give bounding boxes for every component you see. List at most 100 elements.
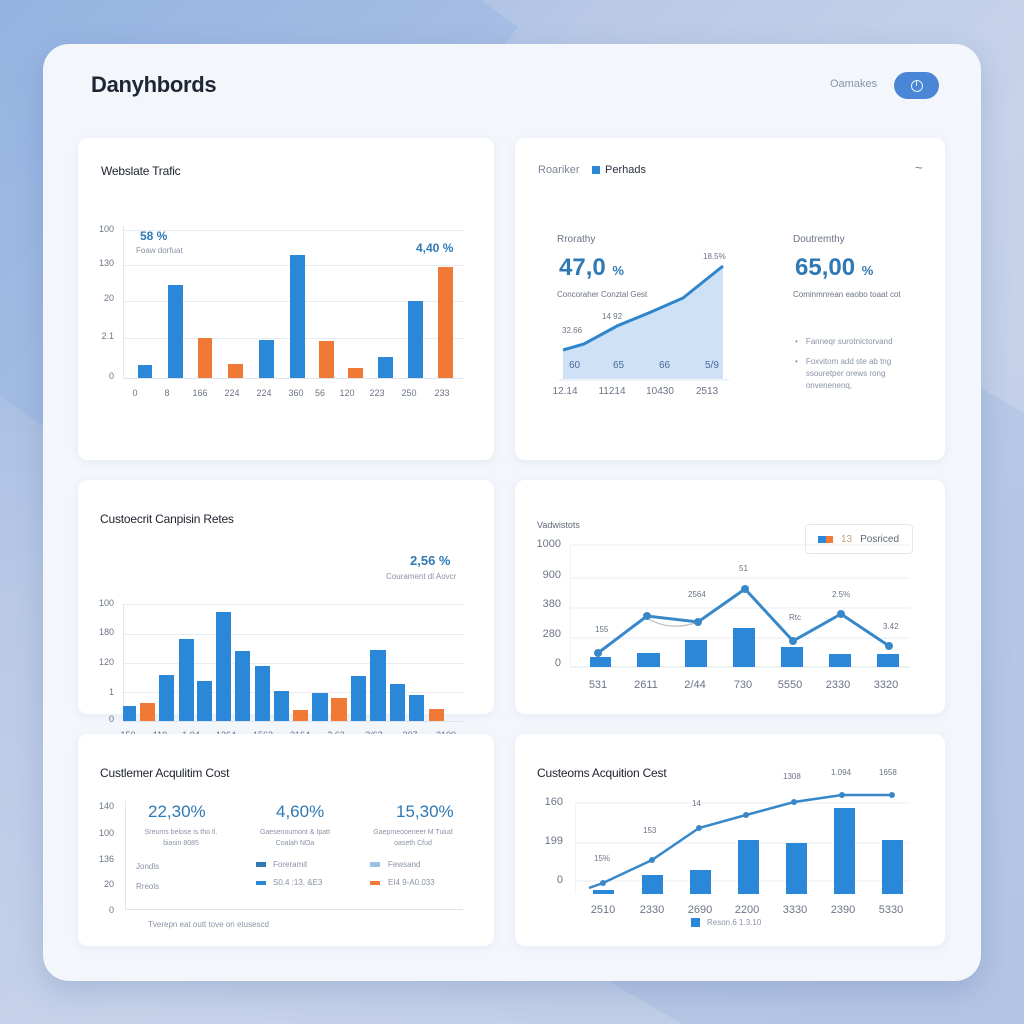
area-chart bbox=[559, 264, 729, 381]
kpi-note: Sreums belose is tho tl. biasin 8085 bbox=[144, 829, 218, 847]
x-tick: 3330 bbox=[782, 904, 808, 916]
website-traffic-card: Webslate Trafic 100 130 20 2.1 0 58 % Fo… bbox=[78, 138, 494, 460]
visits-card: Vadwistots 13 Posriced 1000 900 380 280 … bbox=[515, 480, 945, 714]
legend-label: Reson.6 1.3.10 bbox=[707, 918, 762, 927]
card-title: Webslate Trafic bbox=[101, 164, 181, 178]
y-tick: 2.1 bbox=[101, 331, 114, 341]
x-tick: 233 bbox=[434, 388, 450, 398]
legend-swatch bbox=[691, 918, 700, 927]
y-tick: 0 bbox=[108, 905, 114, 915]
point-label: 153 bbox=[643, 826, 657, 835]
y-tick: 199 bbox=[544, 835, 563, 847]
x-tick: 11214 bbox=[598, 386, 626, 397]
y-tick: 1000 bbox=[536, 538, 561, 550]
page-title: Danyhbords bbox=[91, 72, 217, 97]
row-label: Jondls bbox=[136, 862, 160, 871]
point-label: Rtc bbox=[789, 613, 801, 622]
point-label: 2564 bbox=[688, 590, 706, 599]
right-kpi-unit: % bbox=[861, 263, 874, 278]
right-caption: Doutremthy bbox=[793, 234, 845, 245]
left-note: Concoraher Conztal Gest bbox=[557, 290, 648, 299]
y-tick: 20 bbox=[103, 293, 114, 303]
y-tick: 130 bbox=[98, 258, 114, 268]
x-tick: 0 bbox=[132, 388, 138, 398]
card-title: Custeoms Acquition Cest bbox=[537, 766, 667, 780]
line-bar-chart bbox=[575, 792, 910, 894]
point-label: 32.66 bbox=[562, 326, 583, 335]
legend-swatch bbox=[256, 862, 266, 867]
left-caption: Rrorathy bbox=[557, 234, 596, 245]
y-tick: 1 bbox=[108, 687, 114, 697]
power-button[interactable] bbox=[894, 72, 939, 99]
conversion-card: Custoecrit Canpisin Retes 2,56 % Courame… bbox=[78, 480, 494, 740]
y-tick: 280 bbox=[542, 628, 561, 640]
header-link[interactable]: Oamakes bbox=[830, 78, 878, 90]
point-label: 2.5% bbox=[832, 590, 851, 599]
x-tick: 2510 bbox=[590, 904, 616, 916]
x-tick: 2330 bbox=[825, 679, 851, 691]
y-tick: 20 bbox=[103, 879, 114, 889]
dashboard-window: Danyhbords Oamakes Webslate Trafic 100 1… bbox=[43, 44, 981, 981]
x-tick: 531 bbox=[588, 679, 608, 691]
trend-icon[interactable]: ~ bbox=[915, 160, 923, 175]
bullet-item: • Fanneqr surotnictorvand bbox=[795, 337, 893, 346]
x-tick: 166 bbox=[192, 388, 208, 398]
right-kpi-value: 65,00 bbox=[795, 254, 856, 281]
y-tick: 100 bbox=[98, 598, 114, 608]
area-label: 60 bbox=[569, 360, 581, 371]
x-tick: 10430 bbox=[646, 386, 674, 397]
stats-header-label: Roariker bbox=[538, 164, 580, 176]
card-title: Custoecrit Canpisin Retes bbox=[100, 512, 234, 526]
point-label: 155 bbox=[595, 625, 609, 634]
x-tick: 8 bbox=[164, 388, 170, 398]
point-label: 1.094 bbox=[831, 768, 852, 777]
y-tick: 180 bbox=[98, 627, 114, 637]
kpi-value: 22,30% bbox=[148, 802, 206, 821]
kpi-left: 58 % bbox=[140, 229, 168, 243]
card-title: Custlemer Acqulitim Cost bbox=[100, 766, 230, 780]
acquisition-chart-card: Custeoms Acquition Cest 160 199 0 bbox=[515, 734, 945, 946]
area-label: 65 bbox=[613, 360, 625, 371]
legend-value: 13 bbox=[841, 533, 853, 545]
legend-label: Posriced bbox=[860, 533, 900, 545]
x-tick: 3320 bbox=[873, 679, 899, 691]
x-tick: 56 bbox=[314, 388, 325, 398]
left-kpi-unit: % bbox=[612, 263, 624, 278]
legend-swatch bbox=[818, 535, 833, 543]
stats-card: Roariker Perhads ~ Rrorathy 47,0 % Conco… bbox=[515, 138, 945, 460]
left-kpi: 47,0 % bbox=[559, 254, 624, 282]
x-tick: 120 bbox=[339, 388, 355, 398]
y-tick: 140 bbox=[98, 801, 114, 811]
x-tick: 360 bbox=[288, 388, 304, 398]
bullet-text: Foxvitom add ste ab tng ssouretper orews… bbox=[805, 357, 892, 390]
y-tick: 136 bbox=[98, 854, 114, 864]
kpi: 2,56 % bbox=[410, 553, 451, 568]
row-label: Rreols bbox=[136, 882, 160, 891]
legend-swatch bbox=[256, 881, 266, 885]
power-icon bbox=[910, 79, 923, 92]
legend-box[interactable]: 13 Posriced bbox=[805, 524, 913, 554]
point-label: 18.5% bbox=[703, 252, 726, 261]
legend-label: S0.4 :13, &E3 bbox=[273, 878, 323, 887]
legend-label: Perhads bbox=[605, 164, 646, 176]
x-tick: 250 bbox=[401, 388, 417, 398]
x-tick: 5330 bbox=[878, 904, 904, 916]
area-label: 5/9 bbox=[705, 360, 719, 371]
kpi-note: Courament dl Aovcr bbox=[386, 572, 457, 581]
point-label: 3.42 bbox=[883, 622, 899, 631]
card-title: Vadwistots bbox=[537, 520, 580, 530]
x-tick: 2/44 bbox=[684, 679, 706, 691]
legend-swatch bbox=[370, 881, 380, 885]
y-tick: 0 bbox=[556, 874, 563, 886]
point-label: 1658 bbox=[879, 768, 897, 777]
x-tick: 223 bbox=[369, 388, 385, 398]
x-tick: 2611 bbox=[634, 679, 658, 691]
point-label: 1308 bbox=[783, 772, 801, 781]
x-tick: 12.14 bbox=[552, 386, 578, 397]
y-tick: 0 bbox=[108, 371, 114, 381]
kpi-right: 4,40 % bbox=[416, 241, 454, 255]
x-tick: 5550 bbox=[777, 679, 803, 691]
point-label: 15% bbox=[594, 854, 611, 863]
area-label: 66 bbox=[659, 360, 671, 371]
point-label: 51 bbox=[739, 564, 748, 573]
